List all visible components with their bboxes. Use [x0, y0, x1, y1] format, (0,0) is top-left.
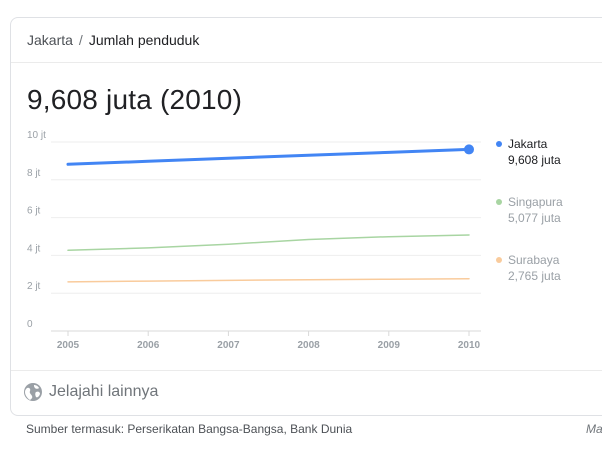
y-tick-label: 10 jt — [27, 130, 46, 141]
legend-series-value: 5,077 juta — [508, 211, 561, 225]
sources-note: Sumber termasuk: Perserikatan Bangsa-Ban… — [26, 422, 353, 436]
series-endpoint-jakarta — [464, 144, 474, 155]
header-divider — [11, 62, 602, 63]
more-link[interactable]: Ma — [586, 422, 602, 436]
legend-item-jakarta[interactable]: Jakarta 9,608 juta — [496, 136, 561, 168]
explore-more-link[interactable]: Jelajahi lainnya — [23, 382, 158, 402]
legend-item-singapura[interactable]: Singapura 5,077 juta — [496, 194, 563, 226]
y-tick-label: 0 — [27, 319, 33, 330]
x-tick-label: 2009 — [378, 340, 401, 351]
explore-more-label: Jelajahi lainnya — [49, 383, 159, 400]
x-tick-label: 2006 — [137, 340, 160, 351]
globe-icon — [24, 383, 42, 401]
series-line-surabaya — [67, 277, 470, 283]
legend-series-name: Surabaya — [508, 253, 560, 267]
x-tick-label: 2010 — [458, 340, 481, 351]
legend-series-name: Jakarta — [508, 137, 548, 151]
footer-divider — [11, 370, 602, 371]
population-card: Jakarta / Jumlah penduduk 9,608 juta (2010… — [10, 17, 602, 416]
population-line-chart[interactable]: 0 2 jt 4 jt 6 jt 8 jt 10 jt 2005 2006 2007 2008 20… — [11, 18, 491, 368]
breadcrumb: Jakarta / Jumlah penduduk — [27, 32, 199, 48]
x-tick-label: 2007 — [217, 340, 240, 351]
y-tick-label: 4 jt — [27, 243, 41, 254]
series-line-singapura — [67, 234, 470, 252]
x-tick-label: 2008 — [297, 340, 320, 351]
y-tick-label: 2 jt — [27, 281, 41, 292]
headline-value: 9,608 juta (2010) — [27, 84, 243, 115]
x-tick-label: 2005 — [57, 340, 80, 351]
legend-dot-icon — [496, 199, 502, 205]
legend-series-value: 9,608 juta — [508, 153, 561, 167]
series-line-jakarta — [66, 147, 471, 166]
y-tick-label: 8 jt — [27, 168, 41, 179]
breadcrumb-current: Jumlah penduduk — [88, 32, 200, 48]
legend-item-surabaya[interactable]: Surabaya 2,765 juta — [496, 252, 561, 284]
legend-series-name: Singapura — [508, 195, 563, 209]
breadcrumb-separator: / — [78, 32, 83, 48]
legend-dot-icon — [496, 257, 502, 263]
y-tick-label: 6 jt — [27, 206, 41, 217]
legend-series-value: 2,765 juta — [508, 269, 561, 283]
breadcrumb-parent-link[interactable]: Jakarta — [27, 32, 73, 48]
legend-dot-icon — [496, 141, 502, 147]
